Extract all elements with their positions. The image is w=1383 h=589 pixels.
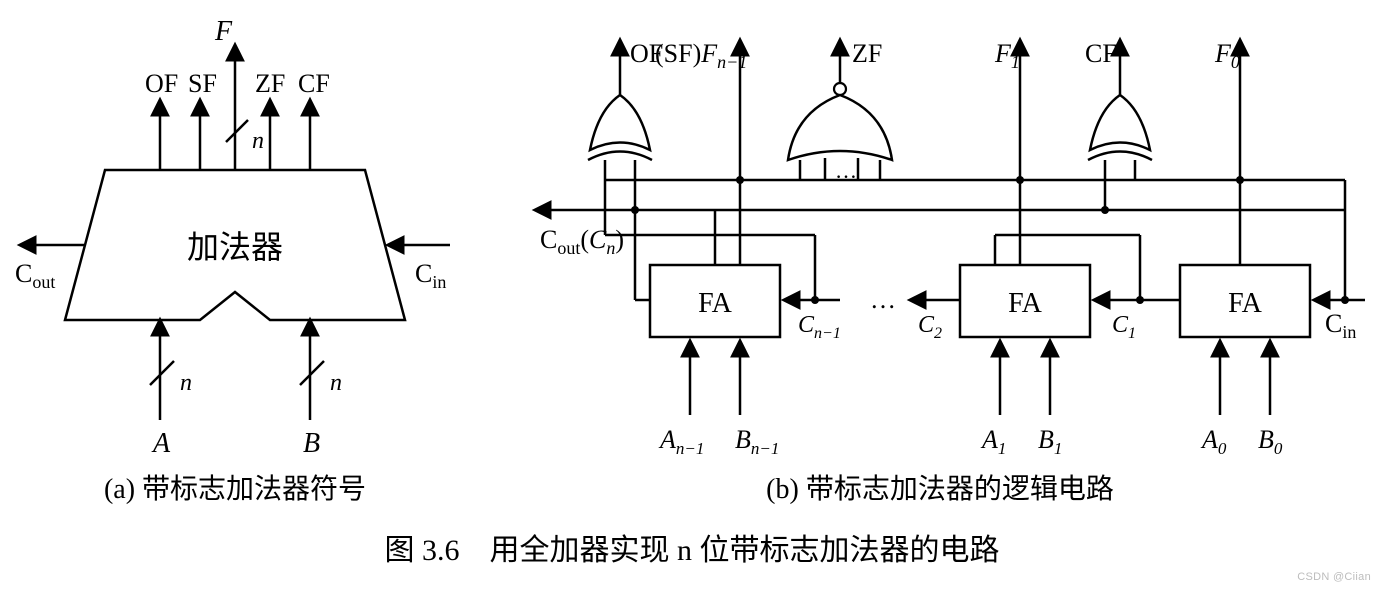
- label-OF: OF: [145, 69, 178, 98]
- svg-text:B0: B0: [1258, 425, 1283, 458]
- svg-text:FA: FA: [698, 288, 732, 319]
- ellipsis-mid: …: [870, 285, 896, 314]
- svg-text:B1: B1: [1038, 425, 1062, 458]
- adder-title: 加法器: [187, 229, 283, 265]
- fa-inputs: An−1 Bn−1 A1 B1 A0 B0: [658, 341, 1283, 458]
- label-n-F: n: [252, 128, 264, 154]
- svg-text:An−1: An−1: [658, 425, 704, 458]
- bus-slash-F: [226, 120, 248, 142]
- fa-boxes: FA FA FA: [650, 265, 1310, 337]
- bus-slash-B: [300, 361, 324, 385]
- label-ZF: ZF: [255, 69, 285, 98]
- label-SF: SF: [188, 69, 217, 98]
- label-n-B: n: [330, 370, 342, 396]
- label-CF: CF: [298, 69, 330, 98]
- svg-text:FA: FA: [1228, 288, 1262, 319]
- svg-text:A0: A0: [1200, 425, 1227, 458]
- label-A: A: [151, 428, 171, 459]
- label-cin: Cin: [415, 259, 446, 292]
- svg-text:FA: FA: [1008, 288, 1042, 319]
- gate-xor-cf: [1088, 95, 1152, 160]
- label-F: F: [214, 16, 233, 47]
- caption-a: (a) 带标志加法器符号: [104, 473, 366, 505]
- watermark: CSDN @Ciian: [1297, 571, 1371, 583]
- label-Cin: Cin: [1325, 309, 1356, 342]
- label-CF: CF: [1085, 39, 1117, 68]
- label-cout-cn: Cout(Cn): [540, 225, 624, 258]
- svg-text:Bn−1: Bn−1: [735, 425, 779, 458]
- label-cout: Cout: [15, 259, 55, 292]
- label-F0: F0: [1214, 39, 1240, 72]
- diagram-adder-symbol: 加法器 F n OF SF ZF CF Cout Cin n A: [15, 16, 450, 505]
- svg-text:A1: A1: [980, 425, 1006, 458]
- label-ZF: ZF: [852, 39, 882, 68]
- svg-text:…: …: [835, 158, 857, 183]
- label-F1: F1: [994, 39, 1020, 72]
- label-C1: C1: [1112, 312, 1136, 342]
- figure-caption: 图 3.6 用全加器实现 n 位带标志加法器的电路: [385, 534, 1000, 567]
- label-Cnm1: Cn−1: [798, 312, 841, 342]
- bus-slash-A: [150, 361, 174, 385]
- gate-nor-zf: [788, 83, 892, 160]
- label-B: B: [303, 428, 320, 459]
- label-SF: (SF)Fn−1: [655, 39, 747, 72]
- diagram-adder-logic: OF (SF)Fn−1 ZF F1 CF F0: [535, 39, 1365, 505]
- label-n-A: n: [180, 370, 192, 396]
- label-C2: C2: [918, 312, 942, 342]
- gate-xor-of: [588, 95, 652, 160]
- caption-b: (b) 带标志加法器的逻辑电路: [766, 473, 1114, 505]
